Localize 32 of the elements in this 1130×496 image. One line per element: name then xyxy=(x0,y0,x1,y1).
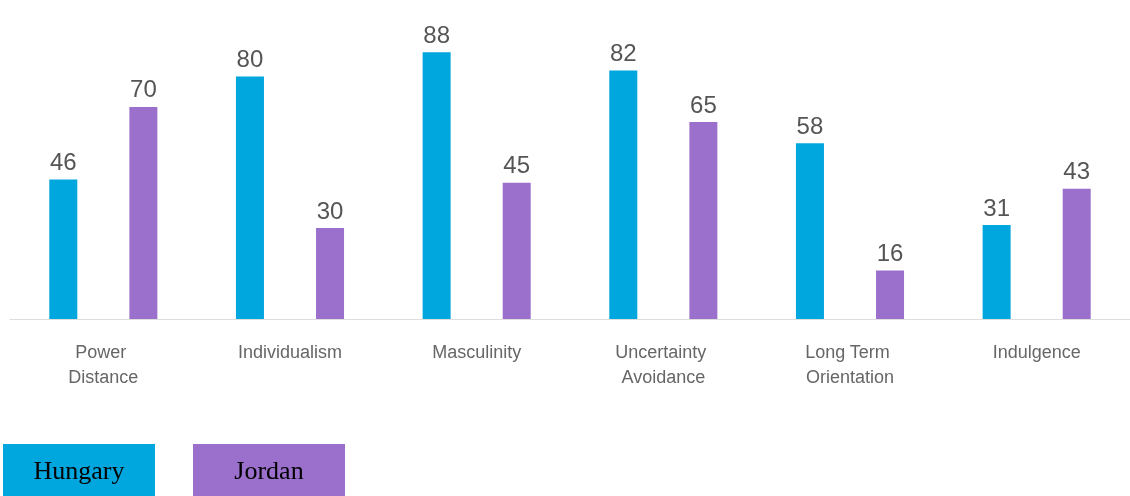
bar xyxy=(502,182,531,319)
x-tick-label: Indulgence xyxy=(992,341,1081,362)
data-label: 80 xyxy=(236,45,264,73)
bar xyxy=(1062,188,1091,319)
x-tick-label: Masculinity xyxy=(432,341,522,362)
text: Jordan xyxy=(234,455,304,485)
data-label: 65 xyxy=(690,90,717,118)
bar xyxy=(876,270,905,319)
data-label: 43 xyxy=(1063,157,1091,185)
data-label: 31 xyxy=(983,193,1010,221)
bar xyxy=(49,179,78,319)
bar xyxy=(235,76,264,319)
bar xyxy=(316,228,345,319)
bar xyxy=(129,106,158,319)
bar xyxy=(609,70,638,319)
x-tick-label: Uncertainty Avoidance xyxy=(615,341,712,387)
text: Hungary xyxy=(33,455,125,485)
data-label: 45 xyxy=(503,151,531,179)
bar xyxy=(689,122,718,319)
data-label: 46 xyxy=(49,148,77,176)
data-label: 30 xyxy=(316,196,344,224)
bar xyxy=(795,143,824,319)
x-tick-label: Long Term Orientation xyxy=(805,341,895,387)
data-label: 82 xyxy=(609,39,637,67)
bar xyxy=(422,52,451,319)
data-label: 16 xyxy=(876,239,904,267)
data-label: 70 xyxy=(130,75,157,103)
data-label: 58 xyxy=(796,111,824,139)
x-tick-label: Individualism xyxy=(237,341,343,362)
x-tick-label: Power Distance xyxy=(68,341,139,387)
data-label: 88 xyxy=(423,20,450,48)
bar xyxy=(982,225,1011,319)
